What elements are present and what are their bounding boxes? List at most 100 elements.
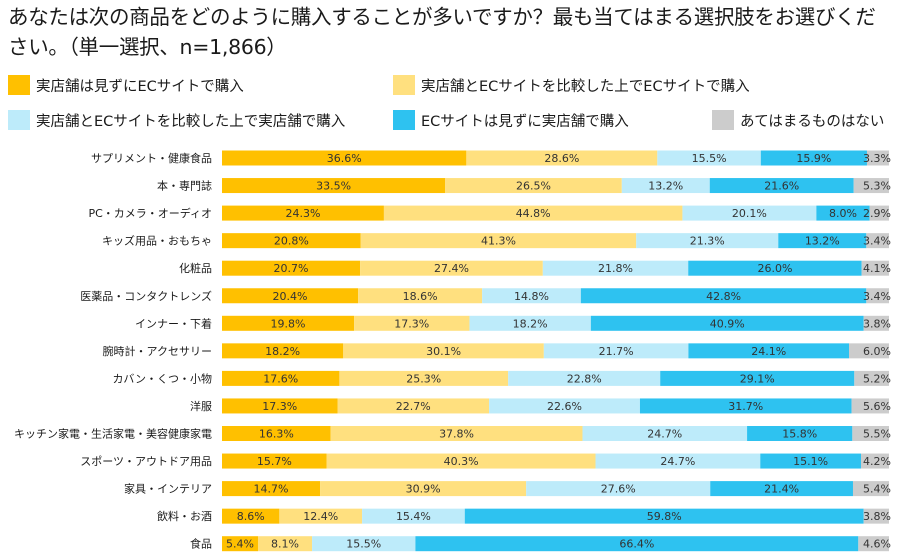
bar-segment	[639, 398, 852, 414]
bar-segment	[362, 508, 465, 524]
bar-segment	[657, 150, 761, 166]
data-label: 18.2%	[513, 317, 548, 330]
data-label: 27.6%	[601, 483, 636, 496]
data-label: 17.3%	[394, 317, 429, 330]
data-label: 41.3%	[481, 235, 516, 248]
data-label: 24.7%	[647, 428, 682, 441]
bar-segment	[508, 370, 661, 386]
chart-title: あなたは次の商品をどのように購入することが多いですか？最も当てはまる選択肢をお選…	[8, 5, 876, 59]
bar-segment	[279, 508, 363, 524]
bar-segment	[222, 205, 384, 221]
data-label: 4.1%	[863, 262, 891, 275]
category-label: 化粧品	[179, 261, 212, 275]
bar-segment	[360, 260, 543, 276]
data-label: 22.7%	[396, 400, 431, 413]
bar-segment	[866, 288, 889, 304]
data-label: 20.1%	[732, 207, 767, 220]
data-label: 3.8%	[863, 510, 891, 523]
bar-segment	[358, 288, 483, 304]
data-label: 24.3%	[285, 207, 320, 220]
category-label: サプリメント・健康食品	[91, 151, 212, 165]
bar-segment	[861, 260, 889, 276]
legend-label: 実店舗とECサイトを比較した上で実店舗で購入	[36, 113, 346, 130]
bar-segment	[222, 536, 259, 552]
bar-segment	[466, 150, 658, 166]
category-label: スポーツ・アウトドア用品	[80, 455, 212, 468]
bar-segment	[869, 205, 889, 221]
bar-segment	[860, 453, 889, 469]
data-label: 22.8%	[567, 372, 602, 385]
bar-segment	[320, 481, 527, 497]
data-label: 5.4%	[226, 538, 254, 551]
category-label: 洋服	[190, 399, 212, 413]
bar-segment	[464, 508, 864, 524]
bar-segment	[760, 150, 867, 166]
bar-segment	[222, 398, 338, 414]
bar-segment	[710, 481, 853, 497]
legend-item: 実店舗とECサイトを比較した上で実店舗で購入	[8, 107, 345, 133]
data-label: 24.1%	[751, 345, 786, 358]
bar-segment	[866, 233, 889, 249]
bar-segment	[688, 260, 862, 276]
category-label: キッチン家電・生活家電・美容健康家電	[14, 427, 212, 441]
bar-segment	[852, 481, 889, 497]
data-label: 5.5%	[863, 428, 891, 441]
data-label: 33.5%	[316, 180, 351, 193]
bar-segment	[222, 150, 467, 166]
data-label: 15.8%	[782, 428, 817, 441]
data-label: 5.4%	[863, 483, 891, 496]
bar-segment	[863, 315, 889, 331]
bar-segment	[863, 508, 889, 524]
data-label: 31.7%	[728, 400, 763, 413]
bar-segment	[854, 370, 889, 386]
legend-label: 実店舗とECサイトを比較した上でECサイトで購入	[421, 78, 750, 95]
data-label: 3.8%	[863, 317, 891, 330]
bar-segment	[415, 536, 859, 552]
data-label: 36.6%	[327, 152, 362, 165]
bar-segment	[816, 205, 870, 221]
data-label: 12.4%	[303, 510, 338, 523]
bar-segment	[222, 178, 446, 194]
bar-segment	[330, 426, 583, 441]
data-label: 22.6%	[547, 400, 582, 413]
bar-segment	[526, 481, 711, 497]
data-label: 42.8%	[706, 290, 741, 303]
bar-segment	[222, 288, 359, 304]
data-label: 8.6%	[237, 510, 265, 523]
category-label: PC・カメラ・オーディオ	[88, 206, 212, 220]
data-label: 8.1%	[271, 538, 299, 551]
bar-segment	[222, 233, 361, 249]
category-label: 食品	[190, 537, 212, 551]
bar-segment	[580, 288, 867, 304]
data-label: 3.4%	[863, 290, 891, 303]
data-label: 28.6%	[544, 152, 579, 165]
data-label: 15.4%	[396, 510, 431, 523]
data-label: 13.2%	[648, 180, 683, 193]
legend-swatch	[393, 110, 415, 130]
data-label: 44.8%	[516, 207, 551, 220]
category-label: 腕時計・アクセサリー	[103, 344, 212, 358]
data-label: 5.3%	[863, 180, 891, 193]
data-label: 20.4%	[273, 290, 308, 303]
data-label: 4.6%	[863, 538, 891, 551]
data-label: 21.4%	[764, 483, 799, 496]
bar-segment	[489, 398, 640, 414]
data-label: 24.7%	[660, 455, 695, 468]
data-label: 66.4%	[619, 538, 654, 551]
data-label: 19.8%	[271, 317, 306, 330]
data-label: 29.1%	[740, 372, 775, 385]
bar-segment	[660, 370, 855, 386]
data-label: 20.8%	[274, 235, 309, 248]
data-label: 14.7%	[254, 483, 289, 496]
legend-swatch	[8, 75, 30, 95]
data-label: 18.6%	[403, 290, 438, 303]
bar-segment	[747, 426, 853, 441]
bar-segment	[482, 288, 581, 304]
bar-segment	[595, 453, 761, 469]
data-label: 3.3%	[863, 152, 891, 165]
bar-segment	[543, 343, 689, 359]
legend-item: ECサイトは見ずに実店舗で購入	[393, 107, 629, 133]
category-label: 本・専門誌	[157, 179, 212, 193]
data-label: 40.9%	[710, 317, 745, 330]
